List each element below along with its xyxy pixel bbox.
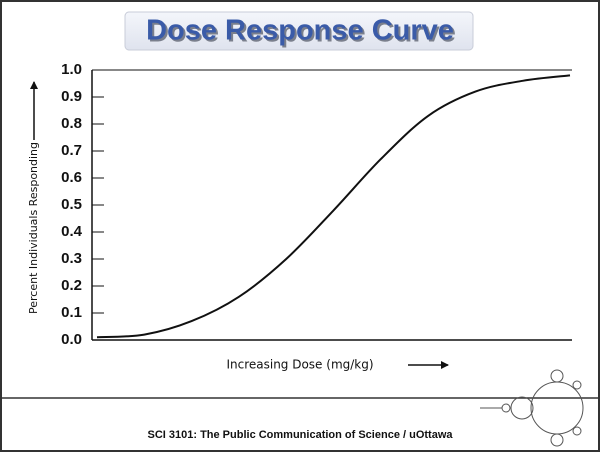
y-tick-label: 0.9: [61, 88, 82, 105]
y-tick-label: 0.4: [61, 223, 83, 240]
x-axis-label: Increasing Dose (mg/kg): [226, 358, 373, 372]
title-box: [124, 11, 474, 51]
y-tick-label: 0.6: [61, 169, 82, 186]
chart-title: Dose Response Curve: [146, 15, 454, 47]
y-tick-label: 0.5: [61, 196, 82, 213]
y-tick-label: 0.8: [61, 115, 82, 132]
footer: SCI 3101: The Public Communication of Sc…: [147, 429, 453, 441]
y-tick-label: 0.2: [61, 277, 82, 294]
y-tick-label: 0.3: [61, 250, 82, 267]
y-tick-label: 0.1: [61, 304, 82, 321]
fractal-decoration: [480, 369, 584, 447]
y-tick-label: 0.0: [61, 331, 82, 348]
response-curve: [96, 74, 571, 339]
y-axis-label: Percent Individuals Responding: [27, 142, 40, 314]
y-tick-label: 0.7: [61, 142, 82, 159]
title-shadow: Dose Response Curve: [148, 17, 456, 49]
y-tick-label: 1.0: [61, 61, 82, 78]
